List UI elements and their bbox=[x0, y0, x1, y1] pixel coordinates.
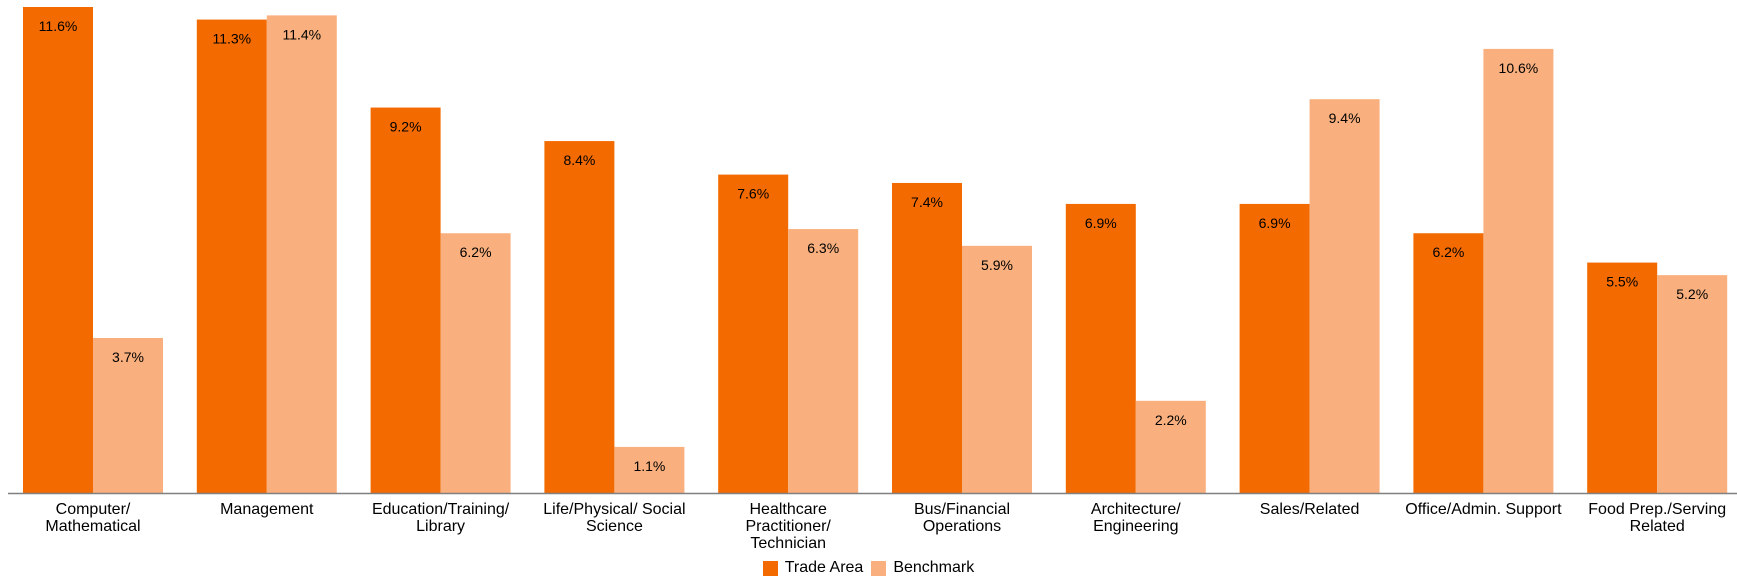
bar-value-label: 9.4% bbox=[1329, 110, 1361, 126]
bar-benchmark bbox=[1657, 275, 1728, 493]
category-label-line: Food Prep./Serving bbox=[1588, 501, 1726, 518]
legend-item-trade-area: Trade Area bbox=[762, 559, 864, 577]
category-label: Sales/Related bbox=[1260, 501, 1360, 518]
legend-swatch-benchmark bbox=[871, 560, 887, 576]
bar-trade-area bbox=[1587, 262, 1658, 493]
legend-label-benchmark: Benchmark bbox=[893, 559, 975, 576]
bar-benchmark bbox=[1483, 48, 1554, 494]
category-labels-group: Computer/Mathematical Management Education… bbox=[45, 501, 1726, 552]
category-label-line: Management bbox=[220, 501, 314, 518]
bar-trade-area bbox=[1413, 233, 1484, 493]
bar-trade-area bbox=[1065, 203, 1136, 493]
bar-benchmark bbox=[266, 15, 337, 494]
bar-trade-area bbox=[196, 19, 267, 493]
bar-chart: 11.6% 3.7% 11.3% 11.4% 9.2% 6.2% 8.4% 1.1% 7.6% 6… bbox=[8, 7, 1737, 552]
bar-trade-area bbox=[370, 107, 441, 493]
bar-value-label: 5.9% bbox=[981, 257, 1013, 273]
category-label: Architecture/Engineering bbox=[1091, 501, 1181, 535]
bar-trade-area bbox=[892, 182, 962, 493]
category-label-line: Computer/ bbox=[56, 501, 131, 518]
category-label-line: Bus/Financial bbox=[914, 501, 1010, 518]
bar-trade-area bbox=[718, 174, 789, 493]
value-labels-group: 11.6% 3.7% 11.3% 11.4% 9.2% 6.2% 8.4% 1.1% 7.6% 6… bbox=[39, 18, 1708, 474]
legend-swatch-trade-area bbox=[762, 560, 778, 576]
bar-value-label: 9.2% bbox=[390, 119, 422, 135]
bar-value-label: 6.9% bbox=[1085, 215, 1117, 231]
bar-value-label: 6.2% bbox=[460, 244, 492, 260]
legend-label-trade-area: Trade Area bbox=[784, 559, 864, 576]
category-label-line: Architecture/ bbox=[1091, 501, 1181, 518]
category-label: Computer/Mathematical bbox=[45, 501, 140, 535]
bar-benchmark bbox=[93, 337, 163, 493]
bar-value-label: 8.4% bbox=[563, 152, 595, 168]
bar-value-label: 6.2% bbox=[1432, 244, 1464, 260]
category-label-line: Mathematical bbox=[45, 518, 140, 535]
category-label-line: Technician bbox=[750, 535, 826, 552]
category-label-line: Related bbox=[1630, 518, 1685, 535]
category-label: Education/Training/Library bbox=[372, 501, 510, 535]
bar-benchmark bbox=[1309, 99, 1380, 493]
category-label-line: Library bbox=[416, 518, 465, 535]
bar-value-label: 3.7% bbox=[112, 349, 144, 365]
category-label-line: Education/Training/ bbox=[372, 501, 510, 518]
bar-value-label: 1.1% bbox=[633, 458, 665, 474]
bar-trade-area bbox=[544, 141, 615, 493]
bar-value-label: 5.5% bbox=[1606, 274, 1638, 290]
legend: Trade Area Benchmark bbox=[0, 557, 1737, 579]
legend-item-benchmark: Benchmark bbox=[871, 559, 974, 577]
category-label-line: Office/Admin. Support bbox=[1405, 501, 1562, 518]
category-label: Healthcare Practitioner/Technician bbox=[746, 501, 832, 552]
category-label-line: Life/Physical/ Social bbox=[543, 501, 685, 518]
category-label-line: Healthcare bbox=[750, 501, 827, 518]
bar-value-label: 5.2% bbox=[1676, 286, 1708, 302]
bar-value-label: 11.4% bbox=[282, 26, 321, 42]
category-label-line: Operations bbox=[923, 518, 1001, 535]
category-label: Life/Physical/ Social Science bbox=[543, 501, 685, 535]
bar-benchmark bbox=[614, 446, 685, 493]
bar-value-label: 7.4% bbox=[911, 194, 943, 210]
bar-value-label: 6.3% bbox=[807, 240, 839, 256]
category-label-line: Sales/Related bbox=[1260, 501, 1360, 518]
bar-value-label: 7.6% bbox=[737, 186, 769, 202]
category-label: Management bbox=[220, 501, 314, 518]
bar-benchmark bbox=[962, 245, 1032, 493]
bar-benchmark bbox=[788, 229, 859, 493]
bar-value-label: 11.6% bbox=[39, 18, 78, 34]
bar-value-label: 6.9% bbox=[1259, 215, 1291, 231]
bar-benchmark bbox=[440, 233, 511, 493]
bar-value-label: 11.3% bbox=[212, 31, 251, 47]
category-label-line: Engineering bbox=[1093, 518, 1178, 535]
bar-benchmark bbox=[1135, 400, 1206, 493]
bar-value-label: 10.6% bbox=[1499, 60, 1539, 76]
category-label: Bus/Financial Operations bbox=[914, 501, 1010, 535]
category-label: Food Prep./Serving Related bbox=[1588, 501, 1726, 535]
category-label: Office/Admin. Support bbox=[1405, 501, 1562, 518]
bars-group bbox=[23, 7, 1728, 494]
category-label-line: Practitioner/ bbox=[746, 518, 832, 535]
bar-value-label: 2.2% bbox=[1155, 412, 1187, 428]
bar-trade-area bbox=[1239, 203, 1310, 493]
category-label-line: Science bbox=[586, 518, 643, 535]
bar-trade-area bbox=[23, 7, 93, 493]
